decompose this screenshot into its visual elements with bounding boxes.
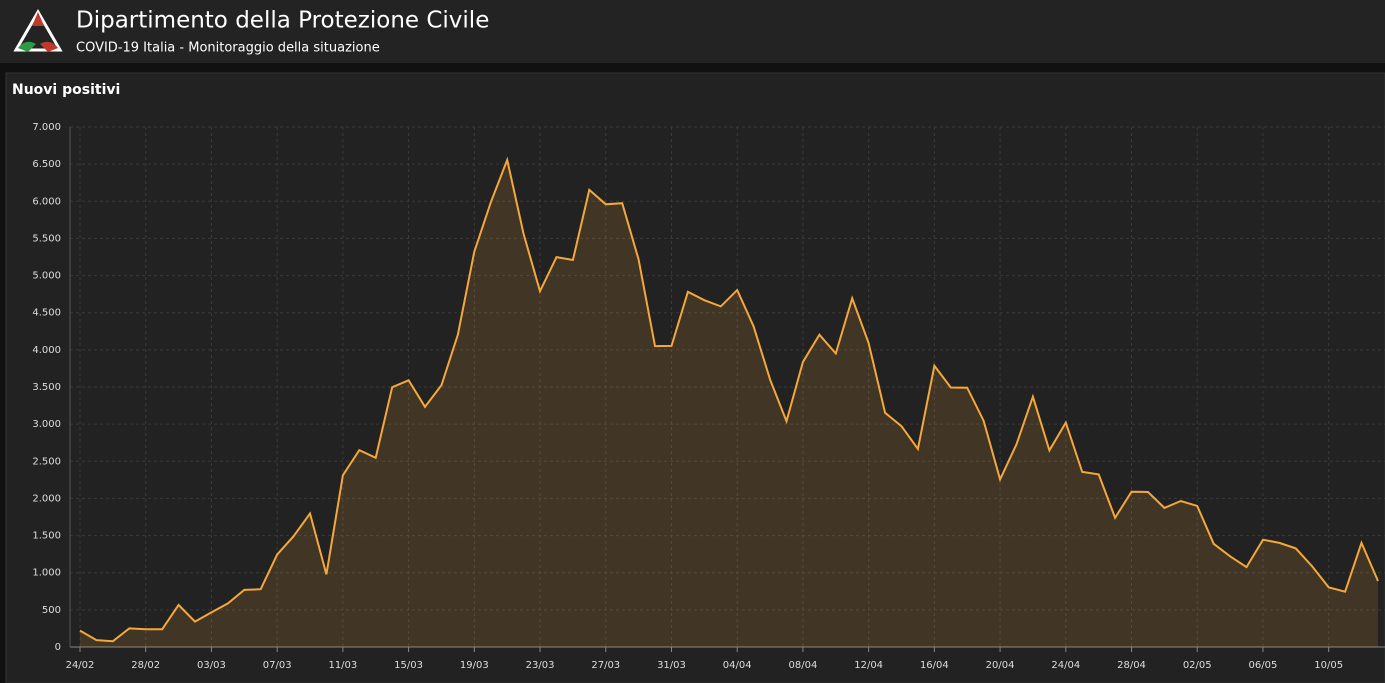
y-tick-label: 4.500	[32, 308, 61, 319]
x-tick-label: 27/03	[591, 660, 620, 671]
x-tick-label: 11/03	[328, 660, 357, 671]
x-tick-label: 06/05	[1249, 660, 1278, 671]
line	[79, 156, 1379, 643]
y-tick-label: 4.000	[32, 345, 61, 356]
x-tick-label: 07/03	[263, 660, 292, 671]
x-tick-label: 04/04	[723, 660, 752, 671]
x-tick-label: 12/04	[854, 660, 883, 671]
x-tick-label: 28/02	[131, 660, 160, 671]
area	[80, 159, 1378, 647]
x-tick-label: 28/04	[1117, 660, 1146, 671]
y-tick-label: 3.500	[32, 382, 61, 393]
plot: 0 500 1.000 1.500 2.000 2.500 3.000 3.500 4.000 4…	[32, 122, 1385, 671]
header-title: Dipartimento della Protezione Civile	[76, 8, 489, 34]
y-tick-label: 5.500	[32, 233, 61, 244]
x-tick-label: 19/03	[460, 660, 489, 671]
y-tick-label: 1.500	[32, 531, 61, 542]
x-tick-label: 23/03	[526, 660, 555, 671]
y-tick-label: 0	[55, 642, 61, 653]
chart-title: Nuovi positivi	[12, 82, 120, 98]
y-tick-label: 2.000	[32, 493, 61, 504]
x-tick-label: 10/05	[1314, 660, 1343, 671]
logo	[13, 9, 63, 52]
x-tick-label: 02/05	[1183, 660, 1212, 671]
y-tick-label: 7.000	[32, 122, 61, 133]
header-bar	[0, 0, 1385, 63]
y-tick-label: 3.000	[32, 419, 61, 430]
y-tick-label: 1.000	[32, 568, 61, 579]
header-subtitle: COVID-19 Italia - Monitoraggio della sit…	[76, 41, 380, 56]
x-tick-label: 20/04	[986, 660, 1015, 671]
chart-panel	[5, 72, 1385, 683]
y-tick-label: 6.500	[32, 159, 61, 170]
x-tick-label: 15/03	[394, 660, 423, 671]
x-tick-label: 16/04	[920, 660, 949, 671]
x-tick-label: 24/02	[66, 660, 95, 671]
y-tick-label: 6.000	[32, 196, 61, 207]
x-tick-label: 24/04	[1051, 660, 1080, 671]
x-tick-label: 08/04	[789, 660, 818, 671]
y-tick-label: 500	[42, 605, 61, 616]
x-tick-label: 03/03	[197, 660, 226, 671]
y-tick-label: 2.500	[32, 456, 61, 467]
x-tick-label: 31/03	[657, 660, 686, 671]
y-tick-label: 5.000	[32, 271, 61, 282]
